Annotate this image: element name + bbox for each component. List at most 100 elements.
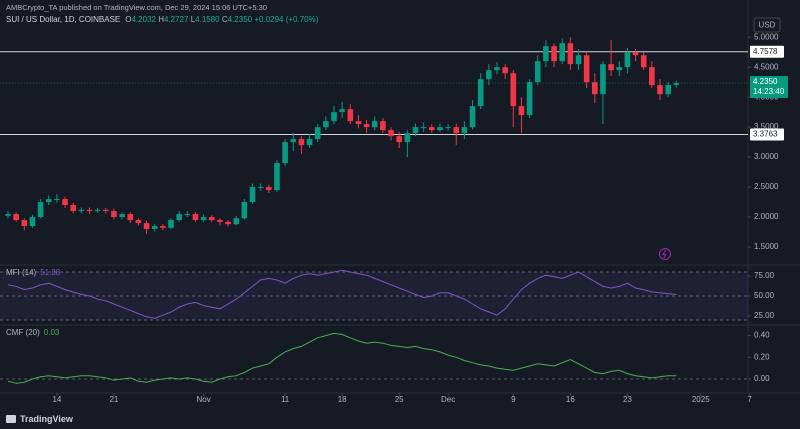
- ohlc-label: L: [191, 15, 196, 24]
- candle-body: [192, 214, 199, 221]
- candle-body: [624, 52, 631, 68]
- candle-body: [217, 220, 223, 222]
- x-tick-label: 16: [566, 395, 575, 404]
- price-change: +0.0294 (+0.70%): [254, 15, 318, 24]
- currency-box: [753, 17, 781, 33]
- candle-body: [290, 139, 297, 143]
- symbol-title: SUI / US Dollar, 1D, COINBASE: [6, 15, 120, 24]
- candle-body: [437, 127, 443, 131]
- ohlc-label: O: [125, 15, 131, 24]
- indicator-value: 0.03: [44, 328, 60, 337]
- candle-body: [665, 84, 671, 95]
- candle-body: [502, 67, 508, 74]
- candle-body: [429, 127, 435, 131]
- candle-body: [54, 199, 60, 201]
- x-tick-label: 7: [747, 395, 752, 404]
- candle-body: [404, 133, 411, 143]
- ohlc-label: H: [158, 15, 164, 24]
- x-tick-label: Nov: [196, 395, 210, 404]
- candle-body: [70, 205, 76, 212]
- indicator-legend: CMF (20) 0.03: [6, 328, 60, 337]
- candle-body: [151, 226, 158, 230]
- ohlc-value: 4.1580: [195, 15, 220, 24]
- level-label: 3.3763: [753, 130, 778, 139]
- y-tick-label: 1.5000: [754, 242, 779, 251]
- y-tick-label: 0.40: [754, 331, 770, 340]
- candle-body: [135, 220, 142, 224]
- indicator-title: MFI (14): [6, 268, 37, 277]
- x-tick-label: 18: [338, 395, 347, 404]
- candle-body: [111, 211, 117, 218]
- level-label: 4.7578: [753, 47, 778, 56]
- y-tick-label: 0.20: [754, 352, 770, 361]
- candle-body: [371, 121, 378, 128]
- candle-body: [486, 70, 492, 80]
- candle-body: [559, 43, 565, 62]
- candle-body: [583, 55, 590, 83]
- indicator-legend: MFI (14) 51.88: [6, 268, 61, 277]
- candle-body: [640, 55, 647, 68]
- candle-body: [355, 121, 362, 125]
- candle-body: [143, 223, 150, 230]
- candle-body: [567, 43, 574, 65]
- candle-body: [160, 226, 166, 228]
- candle-body: [37, 202, 44, 218]
- y-tick-label: 5.0000: [754, 32, 779, 41]
- candle-body: [510, 73, 517, 107]
- candle-body: [5, 214, 11, 216]
- candle-body: [608, 64, 614, 71]
- candle-body: [380, 121, 386, 131]
- symbol-legend: SUI / US Dollar, 1D, COINBASE O4.2032 H4.…: [6, 15, 319, 24]
- candle-body: [45, 199, 52, 203]
- alert-icon[interactable]: [659, 248, 671, 260]
- indicator-title: CMF (20): [6, 328, 40, 337]
- x-tick-label: 11: [281, 395, 290, 404]
- candle-body: [282, 142, 288, 164]
- candle-body: [339, 109, 345, 113]
- candle-body: [298, 139, 305, 146]
- x-tick-label: 9: [511, 395, 516, 404]
- candle-body: [331, 112, 337, 122]
- last-price-box: [750, 76, 788, 99]
- y-tick-label: 75.00: [754, 271, 775, 280]
- level-label-box: [750, 45, 784, 58]
- candle-body: [94, 209, 101, 212]
- candle-body: [388, 130, 394, 137]
- x-tick-label: 14: [52, 395, 61, 404]
- candle-body: [657, 85, 663, 95]
- candle-body: [461, 127, 468, 134]
- indicator-line: [7, 332, 677, 384]
- candle-body: [257, 187, 264, 189]
- candle-body: [78, 209, 85, 212]
- candle-body: [225, 221, 231, 225]
- y-tick-label: 4.5000: [754, 62, 779, 71]
- candle-body: [241, 202, 248, 219]
- candle-body: [208, 217, 215, 221]
- candle-body: [176, 214, 182, 221]
- candle-body: [200, 217, 207, 221]
- currency: USD: [759, 21, 776, 30]
- candle-body: [649, 67, 655, 86]
- x-tick-label: Dec: [441, 395, 455, 404]
- candle-body: [673, 83, 680, 85]
- candle-body: [445, 127, 451, 129]
- ohlc-value: 4.2350: [228, 15, 253, 24]
- candle-body: [29, 217, 36, 227]
- candle-body: [363, 124, 370, 128]
- brand: TradingView: [20, 414, 74, 424]
- y-tick-label: 2.5000: [754, 182, 779, 191]
- candle-body: [526, 82, 533, 116]
- y-tick-label: 2.0000: [754, 212, 779, 221]
- x-tick-label: 23: [623, 395, 632, 404]
- candle-body: [249, 187, 256, 203]
- x-tick-label: 2025: [692, 395, 710, 404]
- y-tick-label: 50.00: [754, 291, 775, 300]
- last-price-label: 4.2350: [753, 77, 778, 86]
- indicator-line: [7, 269, 677, 319]
- candle-body: [420, 127, 427, 129]
- candle-body: [469, 106, 476, 128]
- candle-body: [21, 220, 28, 227]
- candle-body: [119, 214, 125, 218]
- candle-body: [616, 67, 623, 71]
